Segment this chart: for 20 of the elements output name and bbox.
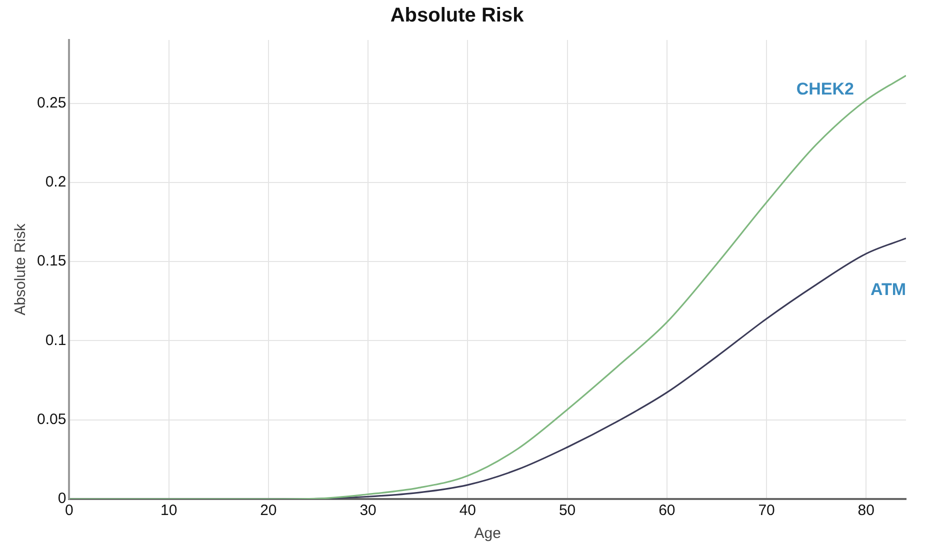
y-tick-label: 0.15 [36, 252, 66, 270]
y-tick-label: 0.1 [45, 332, 66, 349]
y-tick-label: 0.05 [36, 411, 66, 428]
series-label: ATM [870, 280, 906, 300]
x-tick-label: 50 [558, 502, 576, 520]
line-series [69, 74, 906, 499]
y-tick-label: 0 [58, 490, 66, 508]
x-tick-label: 40 [459, 502, 476, 520]
x-tick-label: 60 [658, 502, 676, 520]
x-tick-label: 10 [160, 502, 178, 520]
x-axis-title: Age [474, 525, 501, 542]
x-tick-label: 80 [858, 502, 874, 520]
x-tick-label: 70 [758, 502, 775, 520]
x-tick-label: 20 [260, 502, 277, 520]
y-tick-label: 0.2 [45, 174, 66, 191]
series-label: CHEK2 [796, 79, 854, 98]
y-axis-title: Absolute Risk [12, 223, 30, 316]
y-tick-label: 0.25 [36, 94, 66, 112]
chart-title: Absolute Risk [390, 4, 525, 27]
x-tick-label: 30 [360, 502, 376, 520]
